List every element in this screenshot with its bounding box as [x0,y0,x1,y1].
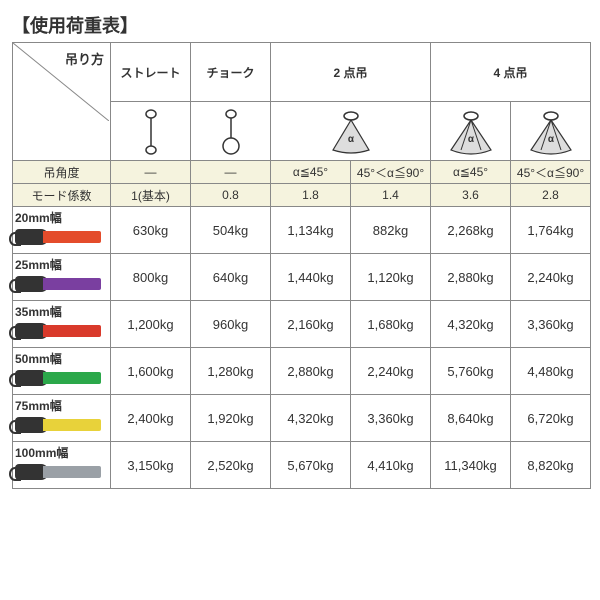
col-straight: ストレート [111,43,191,102]
icon-two-point-cone: α [271,102,431,161]
load-table: 吊り方 ストレート チョーク 2 点吊 4 点吊 α α α 吊角度 — — α… [12,42,591,489]
size-label: 35mm幅 [15,303,108,320]
value-cell: 3,150kg [111,442,191,489]
sling-icon [15,274,101,294]
value-cell: 1,764kg [511,207,591,254]
table-row: 100mm幅3,150kg2,520kg5,670kg4,410kg11,340… [13,442,591,489]
value-cell: 5,670kg [271,442,351,489]
size-cell: 50mm幅 [13,348,111,395]
size-label: 20mm幅 [15,209,108,226]
svg-text:α: α [547,134,554,145]
table-row: 35mm幅1,200kg960kg2,160kg1,680kg4,320kg3,… [13,301,591,348]
value-cell: 1,120kg [351,254,431,301]
value-cell: 1,440kg [271,254,351,301]
value-cell: 4,480kg [511,348,591,395]
table-row: 25mm幅800kg640kg1,440kg1,120kg2,880kg2,24… [13,254,591,301]
value-cell: 504kg [191,207,271,254]
value-cell: 8,820kg [511,442,591,489]
table-row: 50mm幅1,600kg1,280kg2,880kg2,240kg5,760kg… [13,348,591,395]
col-two-point: 2 点吊 [271,43,431,102]
sling-icon [15,227,101,247]
icon-straight [111,102,191,161]
value-cell: 1,134kg [271,207,351,254]
corner-header: 吊り方 [13,43,111,161]
value-cell: 1,200kg [111,301,191,348]
value-cell: 2,400kg [111,395,191,442]
sling-icon [15,321,101,341]
size-cell: 20mm幅 [13,207,111,254]
value-cell: 4,320kg [431,301,511,348]
col-four-point: 4 点吊 [431,43,591,102]
value-cell: 11,340kg [431,442,511,489]
size-label: 75mm幅 [15,397,108,414]
sling-icon [15,462,101,482]
value-cell: 640kg [191,254,271,301]
value-cell: 882kg [351,207,431,254]
value-cell: 2,160kg [271,301,351,348]
value-cell: 8,640kg [431,395,511,442]
icon-four-point-cone-b: α [511,102,591,161]
angle-row-label: 吊角度 [13,161,111,184]
value-cell: 4,320kg [271,395,351,442]
value-cell: 4,410kg [351,442,431,489]
table-row: 75mm幅2,400kg1,920kg4,320kg3,360kg8,640kg… [13,395,591,442]
value-cell: 2,240kg [511,254,591,301]
size-label: 100mm幅 [15,444,108,461]
value-cell: 1,680kg [351,301,431,348]
value-cell: 3,360kg [511,301,591,348]
col-choke: チョーク [191,43,271,102]
table-title: 【使用荷重表】 [12,12,588,38]
sling-icon [15,415,101,435]
sling-icon [15,368,101,388]
svg-text:α: α [347,134,354,145]
value-cell: 800kg [111,254,191,301]
icon-four-point-cone-a: α [431,102,511,161]
size-cell: 75mm幅 [13,395,111,442]
value-cell: 630kg [111,207,191,254]
size-label: 25mm幅 [15,256,108,273]
svg-text:α: α [467,134,474,145]
value-cell: 5,760kg [431,348,511,395]
size-cell: 100mm幅 [13,442,111,489]
icon-choke [191,102,271,161]
size-label: 50mm幅 [15,350,108,367]
value-cell: 2,520kg [191,442,271,489]
coef-row-label: モード係数 [13,184,111,207]
value-cell: 1,920kg [191,395,271,442]
value-cell: 2,240kg [351,348,431,395]
value-cell: 2,880kg [271,348,351,395]
value-cell: 1,280kg [191,348,271,395]
value-cell: 960kg [191,301,271,348]
value-cell: 2,880kg [431,254,511,301]
table-row: 20mm幅630kg504kg1,134kg882kg2,268kg1,764k… [13,207,591,254]
value-cell: 3,360kg [351,395,431,442]
value-cell: 6,720kg [511,395,591,442]
size-cell: 35mm幅 [13,301,111,348]
value-cell: 1,600kg [111,348,191,395]
value-cell: 2,268kg [431,207,511,254]
size-cell: 25mm幅 [13,254,111,301]
